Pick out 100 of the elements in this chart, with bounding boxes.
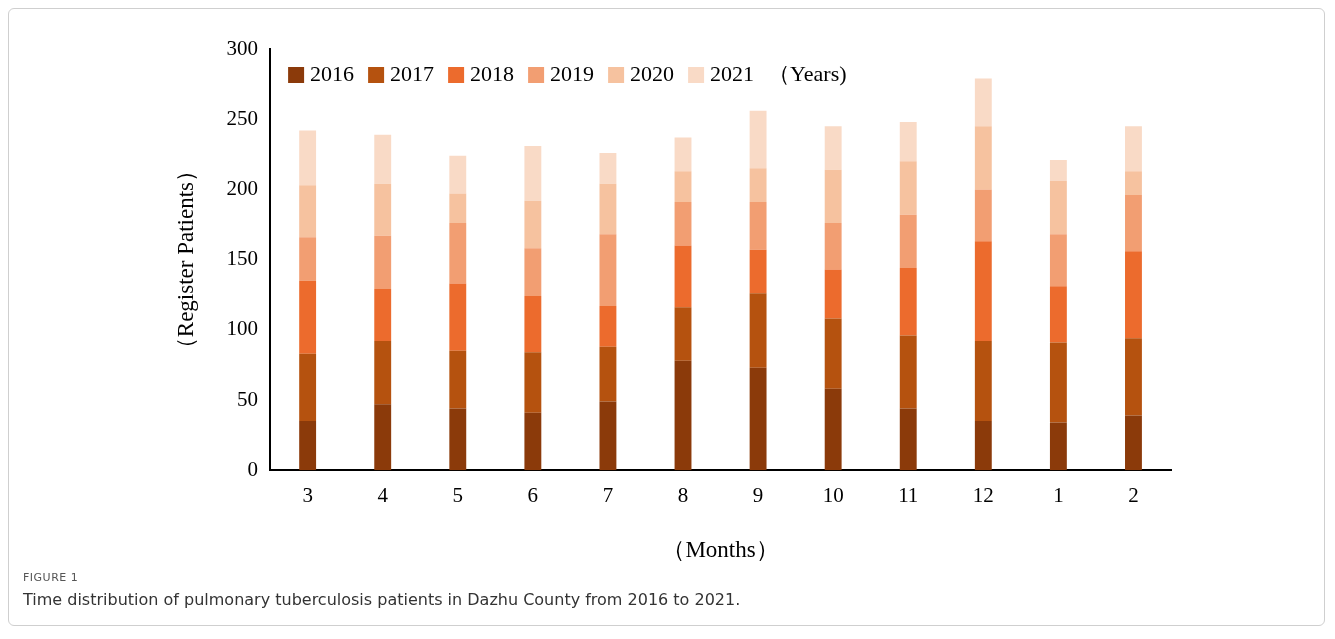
bar bbox=[1049, 159, 1067, 181]
bar bbox=[1049, 286, 1067, 343]
bar bbox=[599, 152, 617, 184]
y-tick-label: 150 bbox=[226, 246, 259, 271]
bar bbox=[1125, 415, 1142, 471]
y-tick-label: 50 bbox=[237, 386, 259, 411]
bar bbox=[974, 78, 992, 127]
bar bbox=[299, 237, 317, 281]
bar bbox=[374, 404, 392, 471]
bar bbox=[824, 318, 842, 389]
bar bbox=[674, 245, 692, 308]
legend-label: 2019 bbox=[550, 60, 595, 86]
bar bbox=[374, 134, 392, 184]
bar bbox=[749, 293, 767, 368]
x-tick-label: 4 bbox=[377, 483, 389, 508]
text: Time distribution of pulmonary tuberculosis patients in Dazhu County from 2016 to 2021. bbox=[23, 590, 741, 609]
bar bbox=[599, 183, 617, 235]
y-tick-label: 100 bbox=[226, 316, 259, 341]
bar bbox=[524, 412, 542, 471]
bar bbox=[374, 341, 392, 405]
bar bbox=[674, 307, 692, 361]
x-tick-label: 2 bbox=[1128, 483, 1139, 508]
x-tick-label: 6 bbox=[527, 483, 539, 508]
bar bbox=[524, 352, 542, 413]
bar bbox=[1049, 342, 1067, 423]
bar bbox=[974, 341, 992, 422]
legend-label: 2017 bbox=[390, 60, 435, 86]
bar bbox=[449, 408, 467, 471]
bar bbox=[599, 401, 617, 471]
bar bbox=[674, 137, 692, 172]
bar bbox=[899, 408, 917, 471]
y-axis-title: （Register Patients） bbox=[172, 158, 198, 361]
bar bbox=[824, 169, 842, 224]
bar bbox=[899, 335, 917, 409]
bar bbox=[674, 360, 692, 471]
bar bbox=[749, 168, 767, 203]
x-tick-label: 10 bbox=[822, 483, 844, 508]
bar bbox=[299, 421, 317, 471]
bar bbox=[974, 421, 992, 471]
x-tick-label: 12 bbox=[972, 483, 994, 508]
bar bbox=[449, 223, 467, 284]
bar bbox=[299, 280, 317, 354]
bar bbox=[524, 200, 542, 249]
x-tick-label: 9 bbox=[752, 483, 764, 508]
x-tick-label: 5 bbox=[452, 483, 464, 508]
bar bbox=[524, 296, 542, 353]
bar bbox=[524, 248, 542, 297]
bar bbox=[824, 126, 842, 170]
bar bbox=[749, 249, 767, 294]
legend-label: 2016 bbox=[310, 60, 355, 86]
y-tick-label: 200 bbox=[226, 175, 259, 200]
bar bbox=[1125, 195, 1142, 252]
bar bbox=[599, 305, 617, 347]
bar bbox=[749, 110, 767, 169]
bar bbox=[299, 353, 317, 422]
bar bbox=[299, 185, 317, 238]
bar bbox=[449, 350, 467, 409]
bar bbox=[449, 155, 467, 194]
bar bbox=[524, 145, 542, 201]
bar bbox=[899, 214, 917, 269]
bar bbox=[1049, 422, 1067, 471]
legend-title: （Years) bbox=[768, 60, 847, 86]
bar bbox=[1125, 338, 1142, 416]
bar bbox=[674, 171, 692, 203]
bar bbox=[899, 122, 917, 162]
legend-label: 2018 bbox=[470, 60, 515, 86]
x-tick-label: 8 bbox=[677, 483, 689, 508]
bar bbox=[899, 268, 917, 336]
x-tick-label: 11 bbox=[898, 483, 919, 508]
x-tick-label: 7 bbox=[602, 483, 614, 508]
bar bbox=[749, 367, 767, 471]
bar bbox=[374, 183, 392, 236]
bar bbox=[1125, 171, 1142, 196]
bar bbox=[749, 202, 767, 250]
legend-label: 2020 bbox=[630, 60, 675, 86]
bar bbox=[1049, 180, 1067, 235]
x-axis-title: （Months） bbox=[662, 537, 779, 563]
x-tick-label: 1 bbox=[1053, 483, 1064, 508]
bar bbox=[974, 241, 992, 342]
legend-label: 2021 bbox=[710, 60, 755, 86]
bar bbox=[824, 223, 842, 270]
bar bbox=[974, 189, 992, 242]
bar bbox=[374, 235, 392, 290]
bar bbox=[1125, 126, 1142, 172]
bar bbox=[449, 283, 467, 351]
bar bbox=[674, 202, 692, 246]
bar bbox=[974, 126, 992, 190]
bar bbox=[824, 388, 842, 471]
y-tick-label: 300 bbox=[226, 35, 259, 60]
bar bbox=[1049, 234, 1067, 287]
bar bbox=[599, 234, 617, 306]
caption: FIGURE 1 bbox=[23, 571, 80, 584]
x-tick-label: 3 bbox=[302, 483, 313, 508]
bar bbox=[599, 346, 617, 402]
y-tick-label: 0 bbox=[247, 456, 259, 481]
bar bbox=[374, 289, 392, 342]
bar bbox=[899, 161, 917, 215]
bar bbox=[449, 193, 467, 224]
y-tick-label: 250 bbox=[226, 105, 259, 130]
bar bbox=[299, 130, 317, 186]
